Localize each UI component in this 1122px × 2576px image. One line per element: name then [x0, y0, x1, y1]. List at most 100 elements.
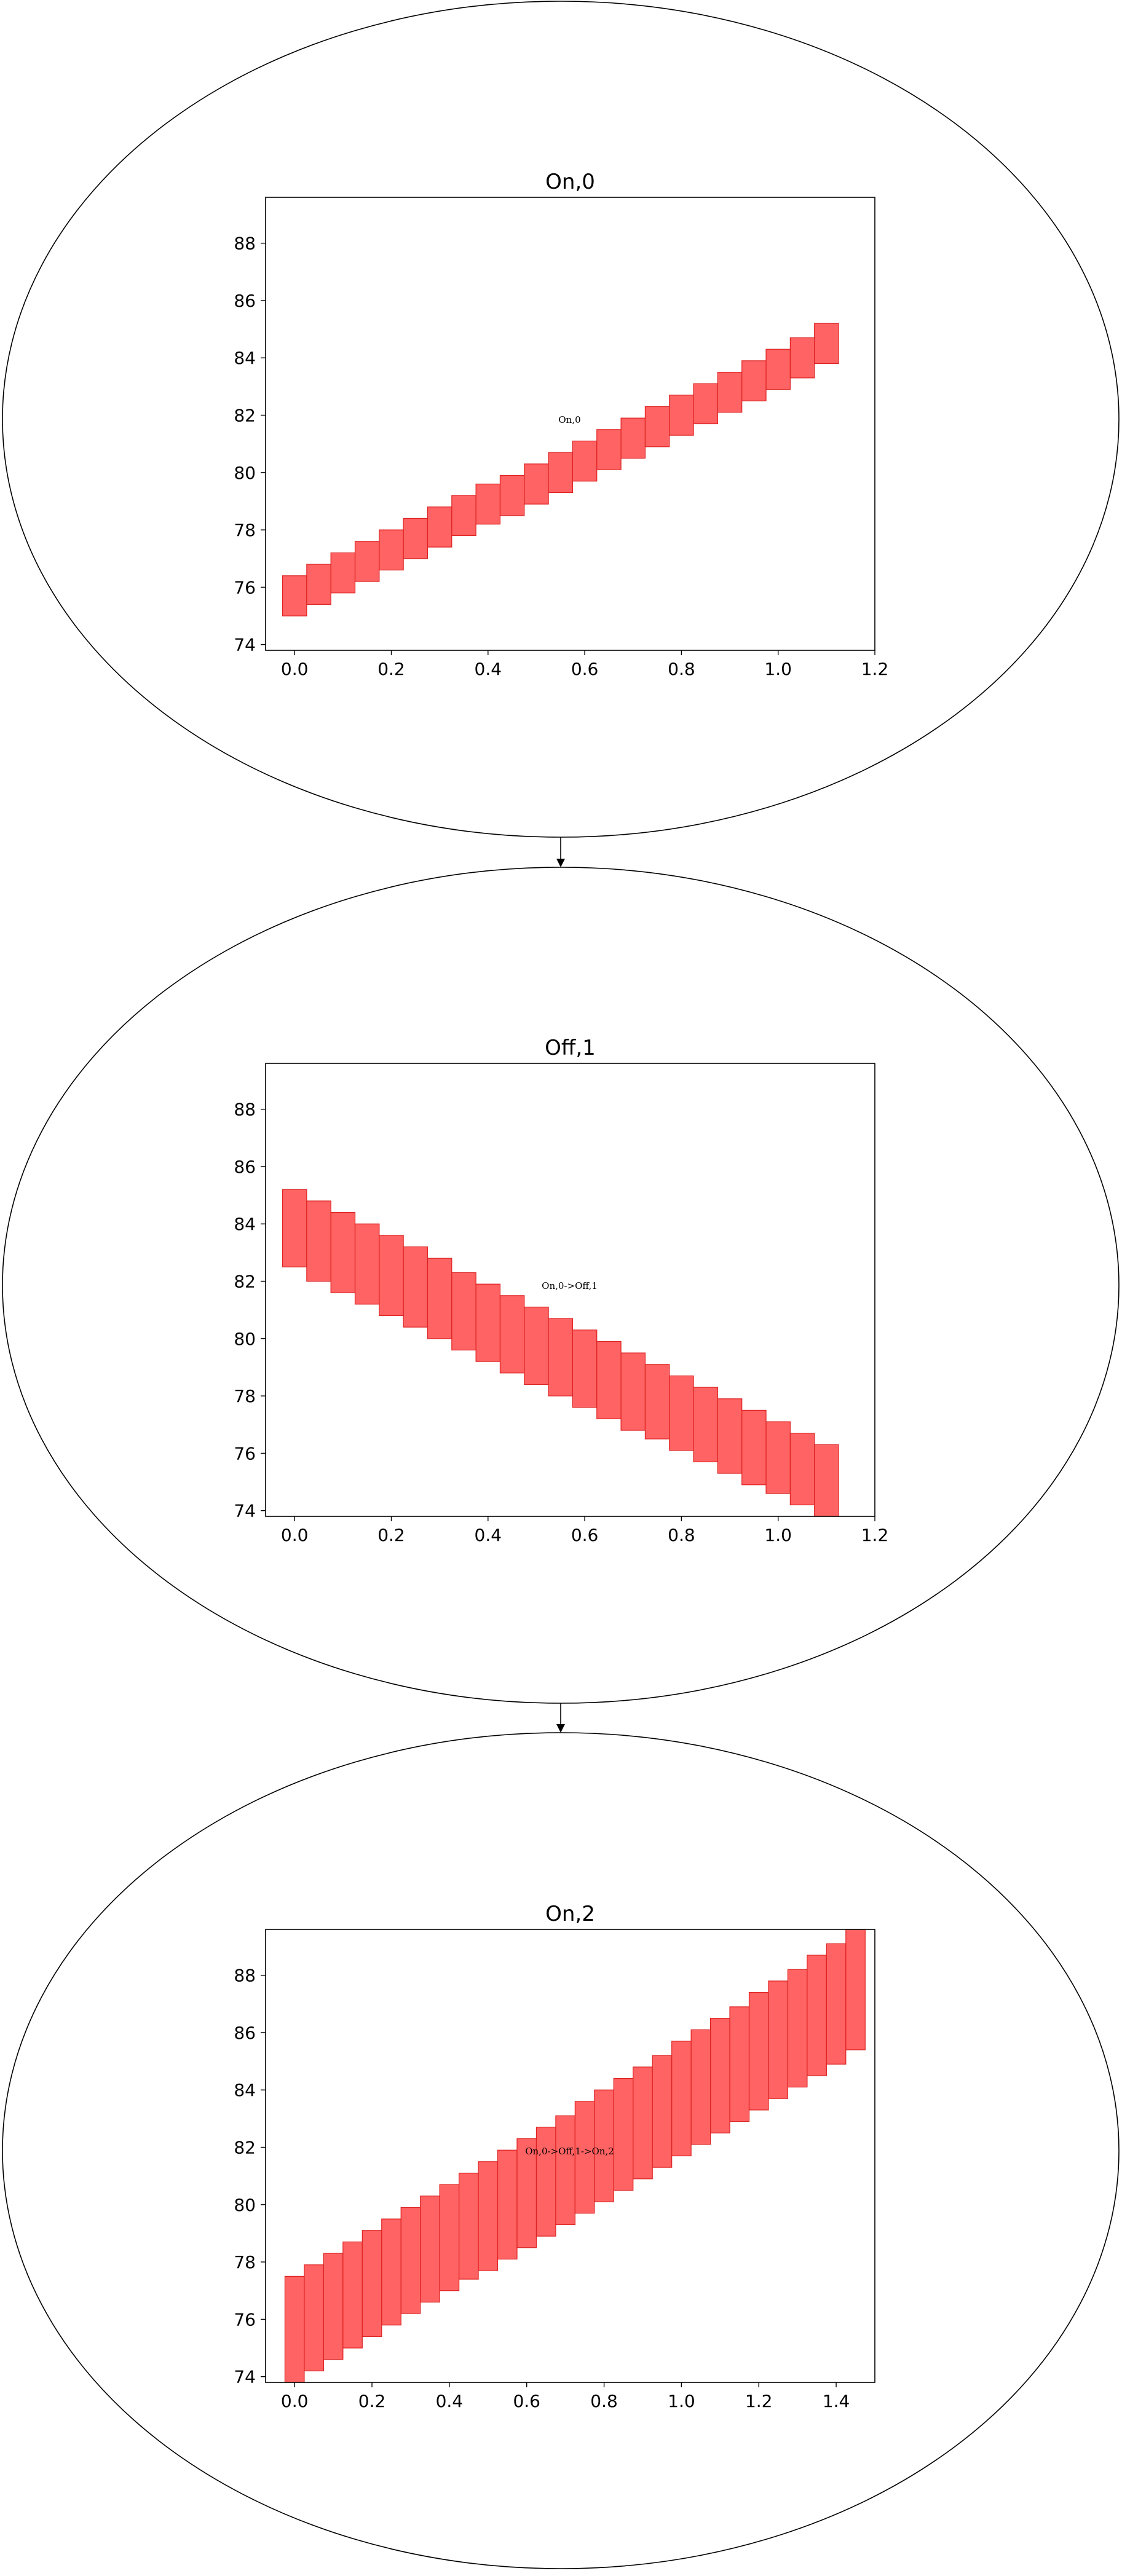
- interval-bar-20: [671, 2041, 692, 2157]
- interval-bar-8: [475, 1283, 501, 1362]
- interval-bar-0: [282, 1189, 307, 1267]
- interval-bar-11: [497, 2149, 518, 2260]
- interval-bar-5: [403, 1246, 429, 1328]
- x-tick-label: 0.2: [377, 1525, 405, 1545]
- y-tick-label: 88: [234, 1966, 256, 1986]
- x-tick-label: 0.2: [377, 659, 405, 679]
- interval-bar-7: [420, 2196, 440, 2302]
- y-tick-label: 80: [234, 1329, 256, 1349]
- interval-bar-3: [342, 2241, 363, 2349]
- y-tick-label: 88: [234, 234, 256, 254]
- x-tick-label: 1.0: [668, 2391, 695, 2411]
- y-tick-label: 74: [234, 635, 256, 655]
- interval-bar-0: [284, 2275, 305, 2383]
- interval-bar-1: [304, 2264, 324, 2371]
- bars-group: [284, 1929, 866, 2383]
- x-tick-label: 0.8: [668, 1525, 695, 1545]
- interval-bar-13: [596, 429, 622, 470]
- interval-bar-14: [620, 417, 646, 459]
- interval-bar-20: [765, 1421, 791, 1494]
- y-tick-label: 88: [234, 1100, 256, 1120]
- interval-bar-5: [381, 2218, 401, 2326]
- interval-bar-28: [826, 1943, 847, 2065]
- x-tick-label: 0.6: [571, 659, 599, 679]
- interval-bar-15: [574, 2101, 595, 2214]
- x-tick-label: 0.4: [475, 659, 502, 679]
- y-tick-label: 80: [234, 2195, 256, 2215]
- interval-bar-20: [765, 349, 791, 390]
- interval-bar-6: [427, 506, 452, 548]
- y-tick-label: 74: [234, 1501, 256, 1521]
- chart-title: Off,1: [545, 1036, 596, 1060]
- transition-arrow-1: [556, 1703, 565, 1733]
- y-tick-label: 78: [234, 2252, 256, 2272]
- interval-bar-11: [548, 452, 574, 494]
- interval-bar-19: [741, 360, 767, 401]
- x-tick-label: 1.2: [861, 659, 889, 679]
- transition-arrow-0: [556, 837, 565, 867]
- edges-layer: [556, 837, 565, 1733]
- y-tick-label: 76: [234, 1443, 256, 1463]
- interval-bar-13: [596, 1341, 622, 1420]
- interval-bar-16: [669, 395, 694, 436]
- interval-bar-18: [717, 1398, 743, 1474]
- interval-bar-7: [451, 495, 476, 537]
- interval-bar-11: [548, 1318, 574, 1396]
- interval-bar-12: [572, 440, 598, 482]
- interval-bar-2: [323, 2253, 344, 2360]
- x-tick-label: 1.4: [823, 2391, 850, 2411]
- interval-bar-8: [439, 2184, 460, 2291]
- y-tick-label: 74: [234, 2367, 256, 2387]
- y-tick-label: 84: [234, 2080, 256, 2100]
- interval-bar-5: [403, 518, 429, 559]
- interval-bar-16: [594, 2089, 614, 2202]
- interval-bar-14: [620, 1352, 646, 1431]
- x-tick-label: 1.0: [764, 1525, 792, 1545]
- arrow-head-icon: [556, 859, 565, 867]
- y-tick-label: 82: [234, 2138, 256, 2158]
- axes-frame: [265, 197, 875, 651]
- interval-bar-13: [535, 2127, 556, 2237]
- interval-bar-23: [729, 2006, 750, 2122]
- interval-bar-12: [572, 1329, 598, 1408]
- x-tick-label: 0.0: [281, 2391, 309, 2411]
- interval-bar-10: [478, 2161, 499, 2271]
- interval-bar-21: [789, 337, 815, 379]
- interval-bar-17: [693, 383, 718, 425]
- interval-bar-3: [354, 1223, 380, 1305]
- x-tick-label: 0.0: [281, 659, 309, 679]
- interval-bar-16: [669, 1375, 694, 1451]
- interval-bar-8: [475, 483, 501, 525]
- y-tick-label: 84: [234, 348, 256, 368]
- interval-bar-7: [451, 1272, 476, 1351]
- y-tick-label: 76: [234, 577, 256, 597]
- interval-bar-4: [379, 529, 404, 570]
- interval-bar-9: [499, 1295, 525, 1374]
- interval-bar-18: [717, 371, 743, 413]
- x-tick-label: 0.4: [436, 2391, 464, 2411]
- x-tick-label: 0.8: [668, 659, 695, 679]
- x-tick-label: 0.0: [281, 1525, 309, 1545]
- interval-bar-21: [789, 1433, 815, 1505]
- arrow-head-icon: [556, 1724, 565, 1733]
- interval-bar-1: [306, 1200, 331, 1282]
- interval-bar-14: [555, 2115, 575, 2226]
- interval-bar-1: [306, 564, 331, 605]
- interval-bar-15: [644, 1364, 670, 1440]
- y-tick-label: 76: [234, 2309, 256, 2330]
- y-tick-label: 82: [234, 1272, 256, 1292]
- y-tick-label: 78: [234, 1386, 256, 1406]
- bars-group: [282, 1189, 839, 1517]
- y-tick-label: 82: [234, 406, 256, 426]
- interval-bar-2: [330, 1211, 356, 1293]
- interval-bar-22: [709, 2018, 730, 2133]
- interval-bar-6: [400, 2207, 421, 2314]
- y-tick-label: 78: [234, 520, 256, 540]
- interval-bar-0: [282, 575, 307, 616]
- interval-bar-22: [814, 1444, 839, 1517]
- y-tick-label: 86: [234, 291, 256, 311]
- chart-title: On,0: [545, 170, 595, 194]
- interval-bar-6: [427, 1258, 452, 1339]
- interval-bar-17: [613, 2078, 634, 2191]
